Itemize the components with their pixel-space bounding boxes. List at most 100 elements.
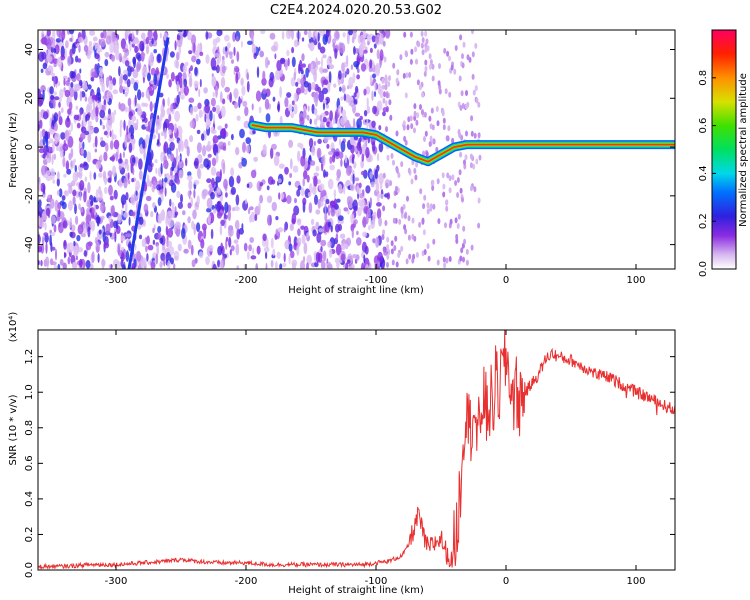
spectrogram-cell: [119, 119, 123, 129]
spectrogram-cell: [156, 184, 162, 191]
spectrogram-cell: [336, 169, 342, 179]
spectrogram-cell: [449, 218, 453, 225]
spectrogram-cell: [65, 160, 70, 171]
spectrogram-cell: [175, 147, 179, 158]
spectrogram-cell: [341, 109, 347, 118]
spectrogram-cell: [180, 140, 184, 152]
spectrogram-cell: [322, 33, 328, 46]
spectrogram-cell: [103, 98, 107, 106]
snr-x-ticks: -300 -200 -100 0 100: [105, 330, 646, 587]
spectrogram-cell: [44, 234, 49, 243]
spectrogram-cell: [168, 114, 172, 122]
spectrogram-cell: [109, 130, 112, 138]
spectrogram-cell: [320, 245, 323, 253]
spectrogram-cell: [309, 160, 316, 166]
spectrogram-cell: [134, 46, 139, 53]
spectrogram-cell: [64, 190, 68, 196]
spectrogram-cell: [176, 39, 183, 48]
spectrogram-cell: [385, 92, 389, 99]
spectrogram-cell: [45, 137, 49, 148]
snr-y-label: SNR (10 * v/v): [8, 394, 19, 465]
spectrogram-cell: [205, 54, 210, 64]
spectrogram-cell: [284, 239, 291, 250]
spectrogram-cell: [448, 55, 451, 62]
spectrogram-cell: [118, 52, 123, 63]
spectrogram-cell: [329, 110, 333, 122]
spectrogram-cell: [307, 192, 312, 197]
spectrogram-cell: [188, 179, 193, 191]
spectrogram-cell: [212, 135, 219, 144]
spectrogram-cell: [307, 30, 312, 40]
spectrogram-cell: [41, 51, 47, 60]
spectrogram-cell: [325, 104, 330, 109]
spectrogram-cell: [450, 64, 454, 71]
spectrogram-cell: [247, 251, 250, 260]
spectrogram-cell: [264, 98, 270, 110]
spectrogram-cell: [97, 253, 100, 263]
spectrogram-cell: [211, 75, 217, 88]
spectrogram-cell: [123, 53, 128, 59]
spectrogram-cell: [142, 139, 146, 149]
spectrogram-cell: [370, 219, 376, 229]
spectrogram-cell: [206, 207, 212, 213]
spectrogram-cell: [40, 37, 47, 45]
spectrogram-cell: [317, 86, 321, 93]
spectrogram-cell: [378, 193, 384, 199]
spectrogram-cell: [354, 99, 358, 105]
spectrogram-cell: [279, 86, 282, 98]
spectrogram-cell: [277, 103, 280, 111]
spectrogram-cell: [175, 60, 180, 69]
spectrogram-cell: [471, 51, 475, 58]
spectrogram-cell: [157, 226, 162, 234]
spectrogram-cell: [98, 172, 103, 178]
spectrogram-cell: [381, 234, 385, 240]
spectrogram-cell: [53, 63, 57, 68]
spectrogram-cell: [247, 208, 251, 215]
spectrogram-cell: [42, 153, 46, 159]
spectrogram-cell: [441, 172, 445, 179]
spectrogram-cell: [288, 181, 292, 186]
spectrogram-cell: [158, 213, 162, 224]
spectrogram-cell: [119, 103, 126, 112]
spectrogram-cell: [456, 223, 460, 229]
spectrogram-cell: [451, 137, 455, 144]
spectrogram-cell: [112, 258, 119, 268]
spectrogram-cell: [365, 139, 368, 149]
spectrogram-cell: [386, 253, 390, 260]
spectrogram-cell: [176, 81, 179, 93]
spectrogram-cell: [432, 138, 436, 145]
spectrogram-cell: [99, 201, 105, 213]
spectrogram-cell: [133, 81, 139, 91]
spectrogram-cell: [379, 49, 384, 62]
spectrogram-cell: [377, 260, 380, 268]
spectrogram-cell: [188, 50, 193, 55]
spectrogram-cell: [212, 208, 217, 214]
spectrogram-cell: [53, 122, 58, 132]
spectrogram-cell: [299, 116, 305, 126]
spectrogram-cell: [352, 153, 355, 160]
x-tick-label: -100: [365, 576, 388, 587]
spectrogram-cell: [427, 255, 431, 262]
spectrogram-cell: [312, 186, 317, 195]
spectrogram-cell: [413, 110, 417, 117]
spectrogram-cell: [269, 71, 275, 81]
spectrogram-cell: [425, 151, 429, 158]
spectrogram-cell: [60, 107, 64, 114]
spectrogram-cell: [170, 103, 174, 112]
spectrogram-cell: [300, 155, 306, 167]
spectrogram-cell: [424, 46, 428, 53]
spectrogram-cell: [431, 179, 435, 186]
spectrogram-cell: [164, 118, 170, 129]
spectrogram-cell: [407, 167, 411, 174]
spectrogram-cell: [414, 174, 418, 181]
spectrogram-cell: [103, 151, 108, 162]
spectrogram-cell: [42, 235, 45, 248]
spectrogram-cell: [79, 109, 83, 116]
spectrogram-cell: [124, 158, 129, 165]
spectrogram-cell: [69, 87, 75, 98]
spectrogram-cell: [291, 212, 297, 225]
spectrogram-cell: [346, 68, 350, 75]
spectrogram-cell: [300, 84, 305, 94]
spectrogram-cell: [113, 189, 118, 200]
spectrogram-cell: [386, 244, 390, 250]
